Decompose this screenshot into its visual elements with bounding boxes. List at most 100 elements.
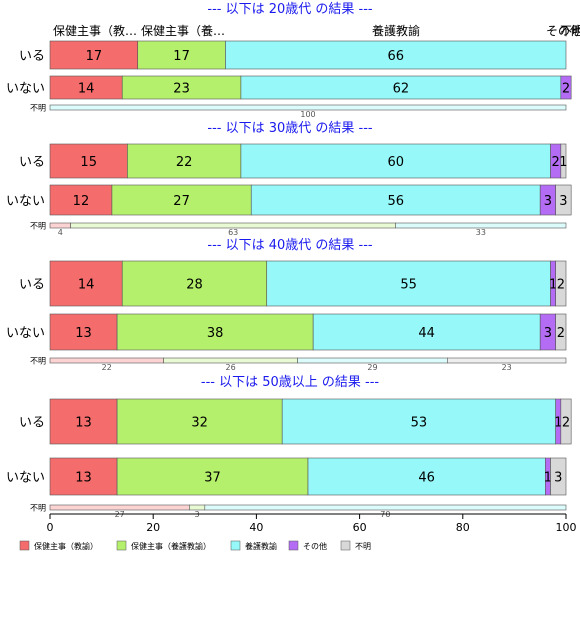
data-label: 32 [191, 416, 208, 431]
data-label: 2 [557, 326, 565, 341]
row-label: いる [19, 49, 45, 64]
row-label: 不明 [30, 104, 46, 113]
data-label: 3 [559, 194, 567, 209]
bar-segment [250, 184, 541, 216]
group-title: --- 以下は 50歳以上 の結果 --- [201, 375, 380, 390]
data-label: 60 [387, 155, 404, 170]
data-label: 3 [544, 194, 552, 209]
legend-label: 不明 [355, 542, 371, 551]
column-header-label: 保健主事（養… [141, 23, 225, 38]
bar-segment [49, 184, 113, 216]
bar-segment [560, 75, 572, 100]
bar-segment [116, 313, 314, 351]
bar-segment [395, 222, 567, 229]
bar-segment [204, 504, 567, 511]
bar-segment [307, 457, 546, 496]
column-header-label: 保健主事（教… [53, 23, 137, 38]
bar-segment [49, 104, 567, 111]
bar-segment [240, 143, 551, 179]
data-label: 12 [73, 194, 90, 209]
data-label: 22 [176, 155, 193, 170]
data-label: 55 [400, 278, 417, 293]
row-label: いる [19, 416, 45, 431]
data-label: 2 [562, 416, 570, 431]
data-label: 37 [204, 471, 221, 486]
bar-segment [312, 313, 541, 351]
bar-segment [266, 260, 551, 307]
legend-label: 保健主事（養護教諭） [131, 541, 211, 551]
data-label: 62 [393, 82, 410, 97]
bar-segment [555, 260, 567, 307]
bar-segment [560, 143, 567, 179]
data-label: 66 [387, 49, 404, 64]
data-label: 15 [80, 155, 97, 170]
data-label: 1 [559, 155, 567, 170]
x-tick-label: 60 [353, 521, 367, 534]
column-header-label: 養護教諭 [372, 23, 420, 38]
data-label: 27 [173, 194, 190, 209]
bar-segment [49, 457, 118, 496]
row-label: 不明 [30, 504, 46, 513]
data-label: 1 [544, 471, 552, 486]
bar-segment [225, 40, 567, 70]
bar-segment [116, 457, 309, 496]
bar-segment [560, 398, 572, 445]
group-title: --- 以下は 30歳代 の結果 --- [207, 121, 373, 136]
bar-segment [116, 398, 283, 445]
data-label: 53 [411, 416, 428, 431]
x-tick-label: 40 [249, 521, 263, 534]
row-label: 不明 [30, 222, 46, 231]
data-label: 33 [476, 228, 486, 237]
data-label: 14 [78, 278, 95, 293]
data-label: 23 [173, 82, 190, 97]
bar-segment [111, 184, 252, 216]
data-label: 14 [78, 82, 95, 97]
data-label: 44 [418, 326, 435, 341]
legend-swatch [116, 540, 127, 551]
bar-segment [555, 313, 567, 351]
legend-swatch [19, 540, 30, 551]
row-label: いる [19, 155, 45, 170]
data-label: 13 [75, 326, 92, 341]
x-tick-label: 80 [456, 521, 470, 534]
data-label: 2 [557, 278, 565, 293]
data-label: 23 [502, 363, 512, 372]
data-label: 17 [86, 49, 103, 64]
bar-segment [447, 357, 567, 364]
data-label: 56 [387, 194, 404, 209]
data-label: 13 [75, 416, 92, 431]
bar-segment [127, 143, 242, 179]
data-label: 3 [544, 326, 552, 341]
bar-segment [281, 398, 556, 445]
legend-label: その他 [303, 541, 327, 551]
bar-segment [555, 184, 572, 216]
bar-segment [49, 260, 123, 307]
data-label: 29 [367, 363, 377, 372]
data-label: 38 [207, 326, 224, 341]
row-label: いる [19, 278, 45, 293]
data-label: 100 [300, 110, 315, 119]
bar-segment [550, 457, 567, 496]
x-tick-label: 100 [556, 521, 577, 534]
row-label: いない [6, 194, 45, 209]
data-label: 2 [552, 155, 560, 170]
row-label: いない [6, 326, 45, 341]
legend-swatch [288, 540, 299, 551]
data-label: 3 [554, 471, 562, 486]
data-label: 63 [228, 228, 238, 237]
data-label: 2 [562, 82, 570, 97]
legend-swatch [230, 540, 241, 551]
row-label: いない [6, 471, 45, 486]
data-label: 28 [186, 278, 203, 293]
legend-label: 保健主事（教諭） [34, 541, 98, 551]
group-title: --- 以下は 40歳代 の結果 --- [207, 238, 373, 253]
data-label: 46 [418, 471, 435, 486]
data-label: 1 [554, 416, 562, 431]
data-label: 26 [226, 363, 236, 372]
row-label: 不明 [30, 357, 46, 366]
group-title: --- 以下は 20歳代 の結果 --- [207, 2, 373, 17]
data-label: 1 [549, 278, 557, 293]
data-label: 13 [75, 471, 92, 486]
legend-label: 養護教諭 [245, 541, 277, 551]
